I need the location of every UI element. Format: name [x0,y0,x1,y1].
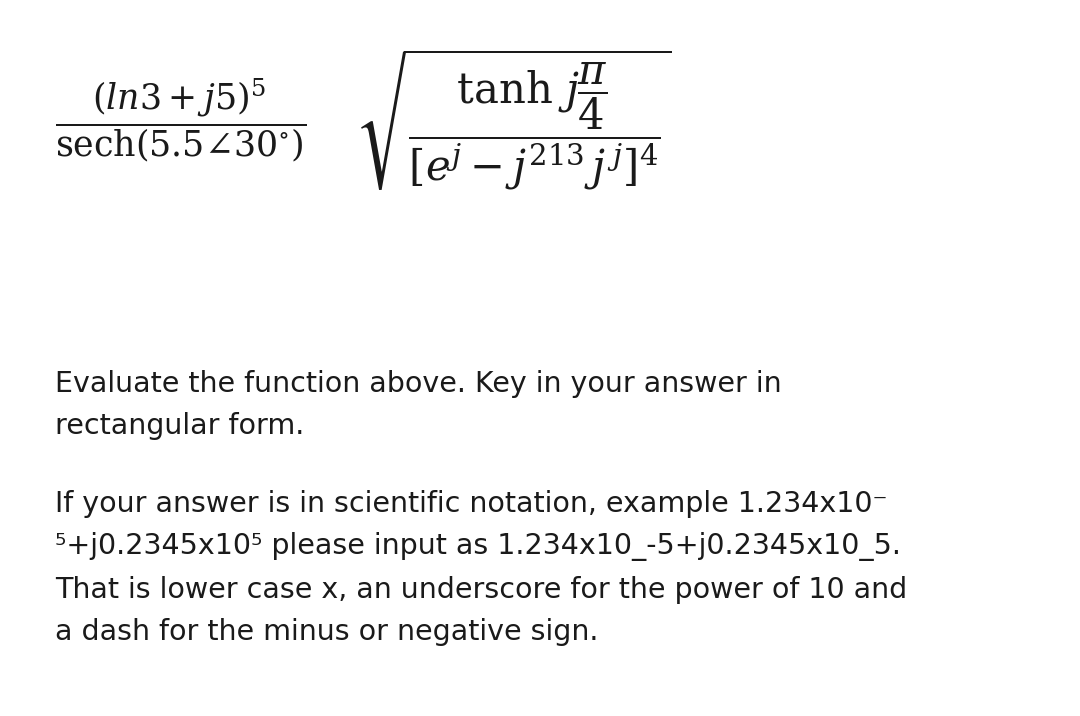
Text: If your answer is in scientific notation, example 1.234x10⁻
⁵+j0.2345x10⁵ please: If your answer is in scientific notation… [55,490,907,646]
Text: $\dfrac{(ln3+j5)^5}{\mathrm{sech}(5.5\angle 30^{\circ})}$: $\dfrac{(ln3+j5)^5}{\mathrm{sech}(5.5\an… [55,77,306,164]
Text: Evaluate the function above. Key in your answer in
rectangular form.: Evaluate the function above. Key in your… [55,370,782,440]
Text: $\sqrt{\dfrac{\tanh\,j\dfrac{\pi}{4}}{[e^j - j^{213}\,j^{\,j}]^4}}$: $\sqrt{\dfrac{\tanh\,j\dfrac{\pi}{4}}{[e… [355,47,672,193]
